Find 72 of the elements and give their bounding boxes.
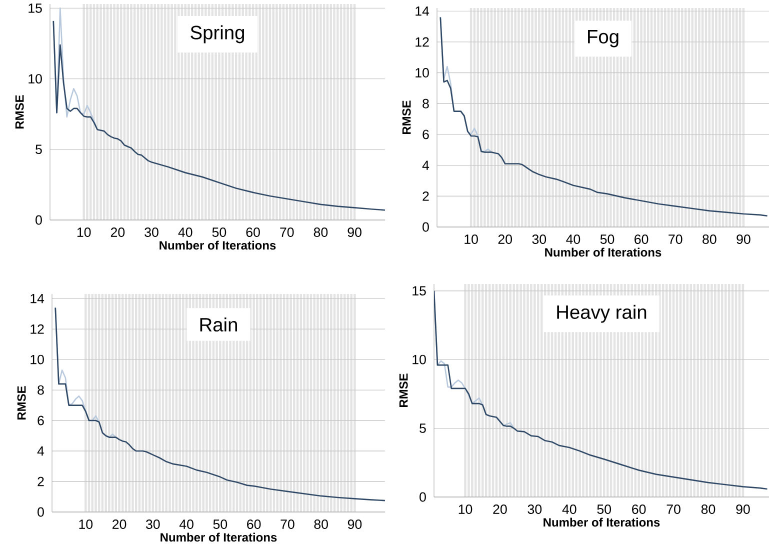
- y-tick-label: 10: [28, 74, 42, 84]
- x-tick-label: 90: [736, 234, 750, 244]
- y-tick-label: 12: [30, 324, 44, 334]
- y-axis-title: RMSE: [15, 95, 24, 129]
- y-axis-title: RMSE: [399, 374, 408, 408]
- x-tick-label: 80: [314, 520, 328, 529]
- x-axis-title: Number of Iterations: [160, 532, 277, 542]
- x-tick-label: 90: [348, 228, 362, 237]
- x-tick-label: 60: [247, 520, 261, 529]
- text: Fog: [588, 30, 618, 48]
- x-tick-label: 40: [566, 234, 580, 244]
- x-tick-label: 40: [179, 520, 194, 529]
- y-tick-label: 10: [416, 68, 429, 78]
- text: Spring: [190, 25, 244, 44]
- x-tick-label: 70: [668, 234, 682, 244]
- y-axis-title: RMSE: [17, 386, 26, 420]
- y-tick-label: 2: [38, 476, 44, 486]
- y-tick-label: 5: [420, 424, 426, 433]
- x-tick-label: 50: [597, 504, 611, 514]
- x-tick-label: 80: [314, 228, 328, 237]
- y-tick-label: 6: [38, 416, 44, 426]
- y-tick-label: 0: [420, 492, 426, 502]
- y-tick-label: 15: [412, 286, 426, 296]
- x-tick-label: 20: [498, 234, 512, 244]
- y-tick-label: 8: [422, 98, 429, 108]
- x-tick-label: 30: [144, 228, 158, 237]
- x-tick-label: 70: [280, 228, 294, 237]
- x-tick-label: 50: [213, 520, 228, 529]
- x-tick-label: 50: [212, 228, 226, 237]
- x-tick-label: 40: [562, 504, 576, 514]
- y-tick-label: 5: [36, 144, 42, 154]
- y-tick-label: 0: [422, 222, 429, 232]
- y-tick-label: 4: [422, 160, 430, 170]
- x-tick-label: 70: [666, 504, 680, 514]
- x-tick-label: 20: [110, 228, 125, 237]
- x-tick-label: 80: [701, 504, 716, 514]
- x-tick-label: 60: [632, 504, 646, 514]
- x-tick-label: 20: [493, 504, 507, 514]
- text: Heavy rain: [557, 304, 646, 323]
- x-tick-label: 40: [178, 228, 192, 237]
- x-tick-label: 30: [532, 234, 546, 244]
- x-tick-label: 30: [146, 520, 160, 529]
- x-axis-title: Number of Iterations: [545, 248, 662, 257]
- x-tick-label: 20: [112, 520, 126, 529]
- x-tick-label: 30: [528, 504, 542, 514]
- x-tick-label: 10: [464, 234, 478, 244]
- y-tick-label: 14: [30, 294, 44, 304]
- x-tick-label: 10: [77, 228, 91, 237]
- y-tick-label: 0: [36, 215, 42, 225]
- y-tick-label: 6: [422, 130, 429, 140]
- x-tick-label: 50: [600, 234, 614, 244]
- text: Rain: [200, 317, 237, 332]
- y-tick-label: 15: [28, 4, 42, 13]
- y-tick-label: 10: [30, 354, 44, 364]
- y-tick-label: 10: [412, 354, 426, 364]
- y-tick-label: 14: [416, 6, 430, 16]
- y-tick-label: 4: [37, 446, 44, 456]
- x-tick-label: 60: [246, 228, 260, 237]
- y-tick-label: 0: [38, 507, 44, 517]
- x-tick-label: 60: [634, 234, 648, 244]
- x-axis-title: Number of Iterations: [160, 240, 276, 250]
- y-tick-label: 12: [416, 37, 429, 47]
- x-tick-label: 90: [348, 520, 362, 529]
- y-axis-title: RMSE: [402, 100, 411, 134]
- x-axis-title: Number of Iterations: [544, 518, 660, 527]
- x-tick-label: 10: [458, 504, 472, 514]
- x-tick-label: 90: [736, 504, 750, 514]
- x-tick-label: 10: [79, 520, 93, 529]
- y-tick-label: 8: [38, 385, 44, 395]
- y-tick-label: 2: [422, 191, 429, 201]
- x-tick-label: 80: [702, 234, 716, 244]
- x-tick-label: 70: [280, 520, 294, 529]
